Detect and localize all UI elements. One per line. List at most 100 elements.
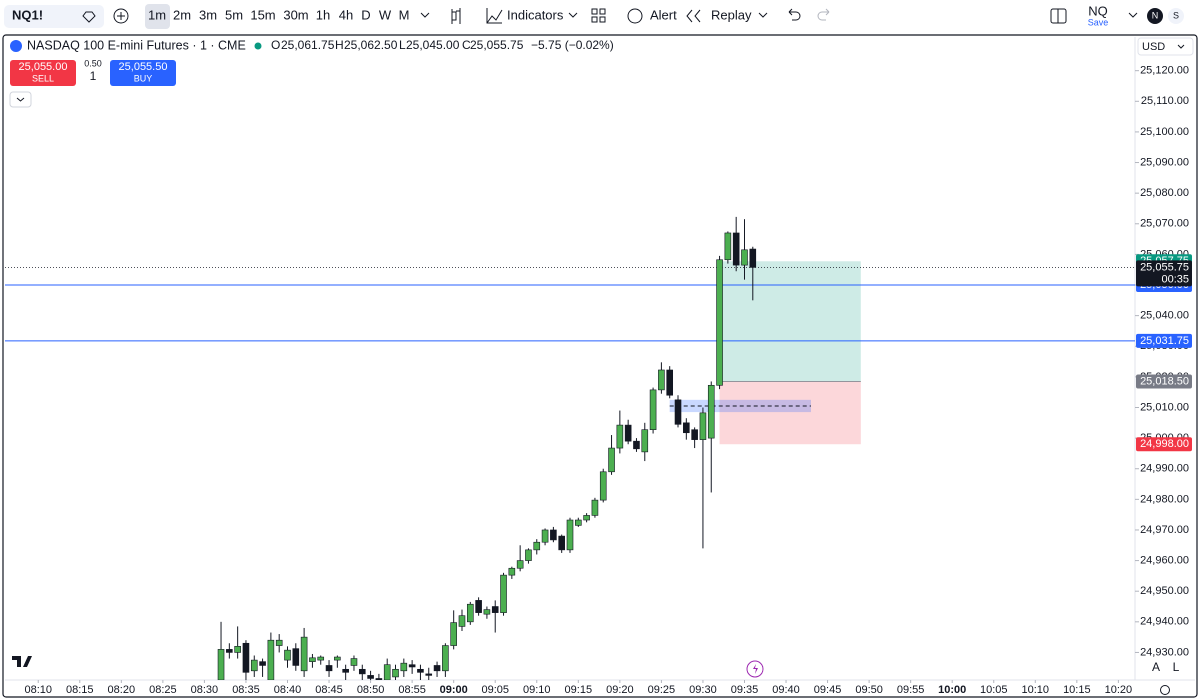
currency-button[interactable]	[1137, 37, 1194, 56]
candle-body	[716, 259, 723, 386]
quantity[interactable]: 1	[90, 69, 97, 83]
candle-body	[491, 606, 499, 613]
buy-button[interactable]	[110, 60, 176, 86]
undo-icon[interactable]	[788, 8, 801, 21]
candle-body	[367, 675, 374, 679]
interval-button[interactable]: 1m	[148, 7, 166, 22]
buy-price: 25,055.50	[119, 61, 168, 73]
last-price-label: 25,055.75	[1140, 261, 1189, 273]
x-tick-label: 09:30	[689, 684, 717, 696]
candle-body	[633, 440, 640, 450]
candle-body	[624, 424, 632, 442]
interval-selected	[145, 4, 170, 29]
x-tick-label: 08:50	[357, 684, 385, 696]
templates-icon[interactable]	[591, 8, 606, 23]
interval-button[interactable]: 3m	[199, 7, 217, 22]
candle-body	[242, 642, 250, 673]
x-tick-label: 09:00	[440, 684, 468, 696]
legend-label: C	[462, 38, 471, 52]
dropdown-icon[interactable]	[420, 12, 430, 18]
sell-price: 25,055.00	[19, 61, 68, 73]
candle-body	[309, 657, 316, 662]
avatar[interactable]	[1147, 8, 1163, 24]
plot-area	[5, 216, 1135, 680]
candle-body	[450, 622, 457, 646]
chart-type-icon[interactable]	[451, 8, 461, 24]
currency: USD	[1142, 41, 1165, 53]
x-tick-label: 09:20	[606, 684, 634, 696]
interval-button[interactable]: 2m	[173, 7, 191, 22]
sell-button[interactable]	[10, 60, 76, 86]
candle-body	[516, 560, 524, 569]
profit-zone	[719, 261, 861, 382]
candle-body	[641, 429, 649, 453]
candle-body	[707, 384, 715, 439]
interval-button[interactable]: 15m	[250, 7, 275, 22]
x-tick-label: 09:05	[481, 684, 509, 696]
auto-scale-button[interactable]: A	[1152, 660, 1160, 674]
alert-button[interactable]: Alert	[650, 7, 677, 22]
diamond-icon[interactable]	[82, 11, 96, 23]
alert-icon[interactable]	[627, 8, 643, 24]
compare-icon[interactable]	[113, 8, 129, 24]
x-tick-label: 09:10	[523, 684, 551, 696]
interval-button[interactable]: M	[399, 7, 410, 22]
bar-countdown: 00:35	[1161, 273, 1189, 285]
candle-body	[741, 249, 748, 266]
interval-button[interactable]: 4h	[339, 7, 353, 22]
candle-body	[234, 646, 241, 653]
candle-body	[417, 668, 424, 673]
y-tick-label: 24,930.00	[1140, 646, 1189, 658]
collapse-button[interactable]	[9, 91, 32, 108]
legend-value: 25,045.00	[406, 38, 460, 52]
avatar[interactable]	[1168, 8, 1184, 24]
settings-icon[interactable]	[1160, 685, 1170, 695]
indicators-icon[interactable]	[486, 8, 503, 24]
interval-button[interactable]: D	[361, 7, 370, 22]
chevron	[1177, 44, 1185, 49]
interval-button[interactable]: W	[379, 7, 392, 22]
interval-button[interactable]: 30m	[283, 7, 308, 22]
x-tick-label: 10:10	[1022, 684, 1050, 696]
symbol-search[interactable]	[4, 5, 104, 28]
candle-body	[483, 609, 491, 615]
candle-body	[350, 658, 358, 666]
dropdown-icon[interactable]	[1128, 12, 1138, 18]
candle-body	[259, 661, 266, 666]
candle-body	[508, 567, 516, 576]
replay-icon[interactable]	[686, 9, 701, 23]
interval-bar: 1m 2m 3m 5m 15m 30m 1h 4h D W M	[148, 7, 409, 22]
redo-icon[interactable]	[817, 8, 830, 21]
y-tick-label: 24,940.00	[1140, 616, 1189, 628]
y-tick-label: 24,990.00	[1140, 463, 1189, 475]
interval-button[interactable]: 1h	[316, 7, 330, 22]
indicators-button[interactable]: Indicators	[507, 7, 564, 22]
legend-value: 25,055.75	[470, 38, 524, 52]
replay-button[interactable]: Replay	[711, 7, 752, 22]
candle-body	[383, 664, 391, 680]
x-tick-label: 08:15	[66, 684, 94, 696]
save-button[interactable]: Save	[1088, 17, 1109, 27]
candle-body	[442, 645, 449, 672]
x-tick-label: 08:10	[24, 684, 52, 696]
interval-button[interactable]: 5m	[225, 7, 243, 22]
layout-name[interactable]: NQ	[1088, 3, 1108, 18]
chevron	[16, 97, 25, 102]
chart-frame	[2, 34, 1198, 698]
candle-body	[317, 656, 325, 661]
dropdown-icon[interactable]	[568, 12, 578, 18]
y-tick-label: 24,960.00	[1140, 554, 1189, 566]
legend-value: 25,062.50	[344, 38, 398, 52]
x-tick-label: 10:15	[1063, 684, 1091, 696]
candle-body	[699, 412, 707, 440]
x-tick-label: 09:35	[731, 684, 759, 696]
axes: 24,930.00 24,940.00 24,950.00 24,960.00 24,9…	[24, 65, 1192, 696]
x-tick-label: 08:30	[191, 684, 219, 696]
x-tick-label: 10:00	[938, 684, 966, 696]
candle-body	[724, 232, 732, 261]
log-scale-button[interactable]: L	[1173, 660, 1180, 674]
dropdown-icon[interactable]	[758, 12, 768, 18]
candle-body	[342, 668, 349, 673]
x-tick-label: 08:20	[108, 684, 136, 696]
